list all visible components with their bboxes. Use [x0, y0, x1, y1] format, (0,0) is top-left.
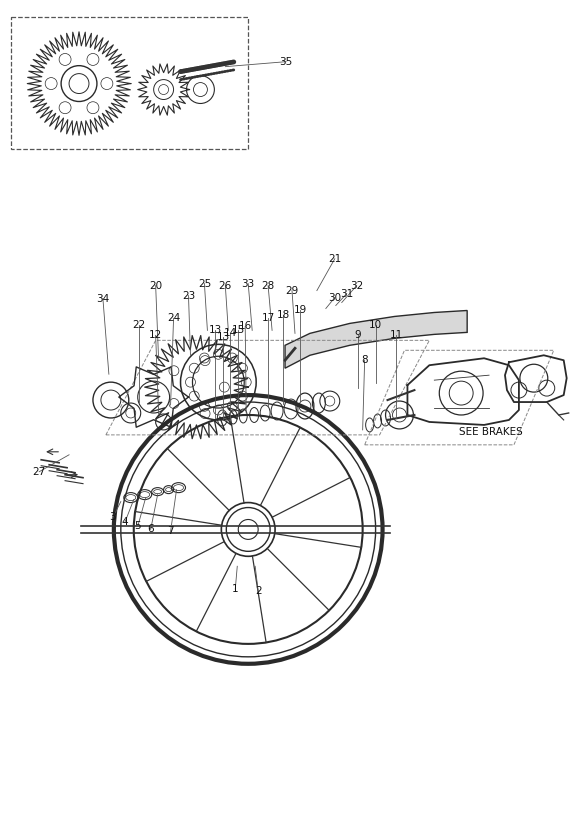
Text: 7: 7 [167, 527, 174, 536]
Text: 13: 13 [209, 325, 222, 335]
Text: 32: 32 [350, 281, 363, 291]
Text: 15: 15 [231, 325, 245, 335]
Text: 21: 21 [328, 254, 342, 264]
Text: 5: 5 [135, 522, 141, 531]
Text: 18: 18 [276, 311, 290, 321]
Text: 11: 11 [390, 330, 403, 340]
Text: 8: 8 [361, 355, 368, 365]
Text: 20: 20 [149, 281, 162, 291]
Text: SEE BRAKES: SEE BRAKES [459, 427, 523, 437]
Text: 23: 23 [182, 291, 195, 301]
Text: 34: 34 [96, 293, 110, 303]
Text: 14: 14 [224, 329, 237, 339]
Text: 26: 26 [219, 281, 232, 291]
Text: 28: 28 [262, 281, 275, 291]
Text: 35: 35 [279, 57, 293, 67]
Text: 25: 25 [198, 279, 211, 288]
Text: 31: 31 [340, 288, 353, 298]
Text: 22: 22 [132, 321, 145, 330]
Text: 16: 16 [238, 321, 252, 331]
Text: 29: 29 [285, 286, 298, 296]
Text: 17: 17 [262, 313, 275, 324]
Text: 12: 12 [149, 330, 162, 340]
Text: 2: 2 [255, 586, 261, 596]
Text: 6: 6 [147, 524, 154, 535]
Text: 13: 13 [217, 332, 230, 342]
Text: 1: 1 [232, 584, 238, 594]
Text: 4: 4 [121, 517, 128, 527]
Text: 10: 10 [369, 321, 382, 330]
Text: 19: 19 [293, 306, 307, 316]
Text: 3: 3 [110, 513, 116, 522]
Text: 24: 24 [167, 313, 180, 324]
Bar [11, 16, 248, 149]
Text: 9: 9 [354, 330, 361, 340]
Text: 33: 33 [241, 279, 255, 288]
Polygon shape [285, 311, 467, 368]
Text: 27: 27 [33, 466, 46, 477]
Text: 30: 30 [328, 293, 342, 302]
